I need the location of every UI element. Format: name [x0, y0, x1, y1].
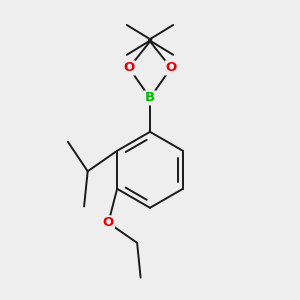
- Text: O: O: [165, 61, 177, 74]
- Text: B: B: [145, 92, 155, 104]
- Text: O: O: [103, 216, 114, 229]
- Text: O: O: [123, 61, 135, 74]
